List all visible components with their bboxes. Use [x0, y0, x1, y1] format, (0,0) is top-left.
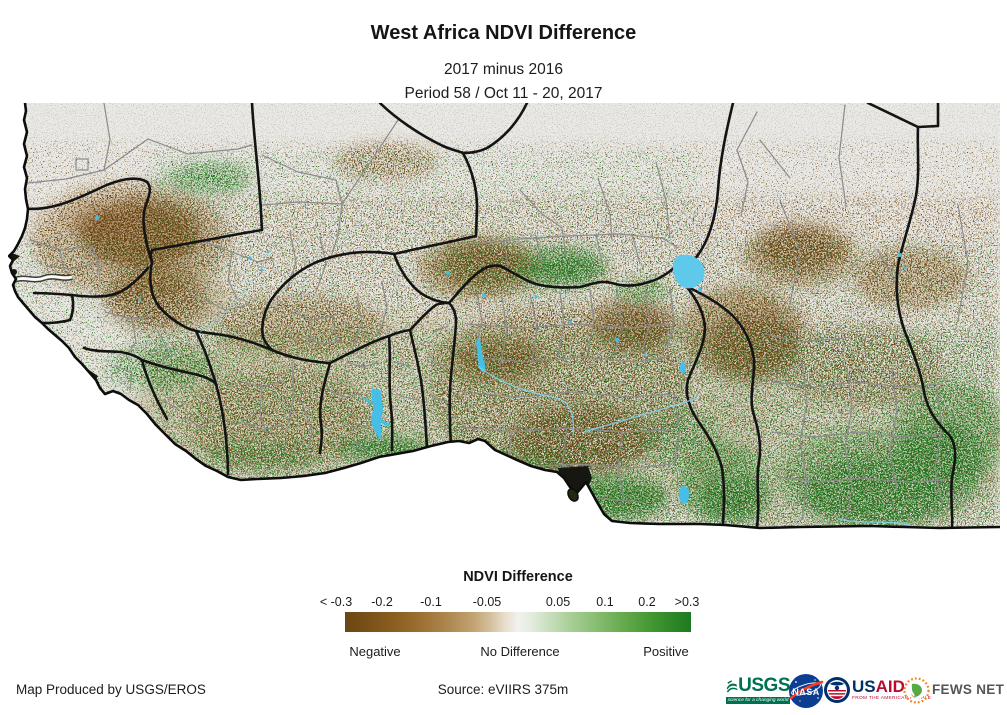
usaid-logo: USAID FROM THE AMERICAN PEOPLE — [852, 678, 962, 701]
country-borders — [14, 103, 957, 528]
usgs-wave-icon — [726, 680, 738, 693]
legend-colorbar — [345, 612, 691, 632]
lake-chad — [672, 254, 705, 289]
lake-volta — [371, 388, 383, 439]
page-title: West Africa NDVI Difference — [370, 22, 637, 44]
legend-category-negative: Negative — [349, 644, 401, 659]
nasa-logo: NASA — [789, 674, 824, 708]
legend-tick: 0.2 — [638, 595, 656, 609]
bioko-island — [567, 488, 579, 502]
usaid-wordmark-aid: AID — [875, 677, 905, 696]
legend-tick: >0.3 — [674, 595, 700, 609]
gambia-river — [12, 273, 73, 283]
sub-admin-borders — [87, 249, 623, 476]
legend-category-nodifference: No Difference — [480, 644, 560, 659]
map-credit: Map Produced by USGS/EROS — [16, 682, 206, 697]
fewsnet-globe-icon — [903, 677, 930, 704]
legend-tick: < -0.3 — [319, 595, 353, 609]
legend-tick: 0.1 — [596, 595, 614, 609]
fewsnet-wordmark: FEWS NET — [932, 682, 1005, 697]
usgs-wordmark: USGS — [738, 675, 790, 696]
legend-tick: -0.1 — [420, 595, 442, 609]
legend-tick: 0.05 — [545, 595, 571, 609]
kainji-reservoir — [476, 338, 486, 373]
water-bodies — [95, 216, 907, 504]
usaid-tagline: FROM THE AMERICAN PEOPLE — [852, 696, 932, 701]
legend-tick: -0.05 — [472, 595, 502, 609]
usaid-wordmark-us: US — [852, 677, 876, 696]
ndvi-difference-map — [8, 103, 1000, 530]
legend-category-positive: Positive — [643, 644, 689, 659]
usgs-logo: USGS science for a changing world — [726, 674, 790, 704]
subtitle-period: Period 58 / Oct 11 - 20, 2017 — [404, 85, 603, 102]
usgs-tagline: science for a changing world — [726, 697, 790, 704]
legend-tick: -0.2 — [371, 595, 393, 609]
data-source: Source: eVIIRS 375m — [437, 682, 569, 697]
usaid-seal-icon — [824, 677, 850, 703]
legend-title: NDVI Difference — [463, 569, 573, 585]
svg-text:NASA: NASA — [792, 687, 820, 697]
subtitle-years: 2017 minus 2016 — [444, 61, 563, 78]
